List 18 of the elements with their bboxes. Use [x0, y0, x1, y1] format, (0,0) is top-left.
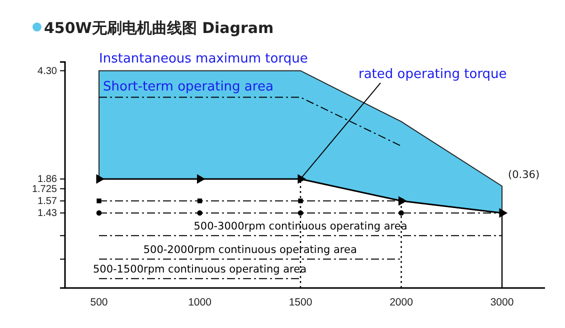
- annotation: Short-term operating area: [103, 80, 274, 95]
- x-tick-label: 500: [90, 296, 108, 308]
- series-label: 500-2000rpm continuous operating area: [143, 244, 357, 256]
- series-label: 500-3000rpm continuous operating area: [194, 220, 408, 233]
- x-tick-label: 2000: [390, 296, 414, 308]
- annotation: Instantaneous maximum torque: [99, 52, 308, 67]
- x-tick-label: 3000: [490, 296, 514, 308]
- series-label: 500-1500rpm continuous operating area: [92, 264, 307, 276]
- y-tick-label: 1.725: [32, 184, 58, 195]
- chart-title: 450W无刷电机曲线图 Diagram: [44, 19, 274, 37]
- x-tick-label: 1500: [288, 296, 312, 308]
- x-tick-label: 1000: [188, 296, 212, 308]
- y-tick-label: 1.57: [38, 196, 58, 208]
- annotation: (0.36): [508, 169, 540, 182]
- y-tick-label: 4.30: [38, 66, 58, 77]
- y-tick-label: 1.86: [38, 174, 58, 186]
- annotation: rated operating torque: [358, 66, 507, 82]
- y-tick-label: 1.43: [38, 208, 58, 220]
